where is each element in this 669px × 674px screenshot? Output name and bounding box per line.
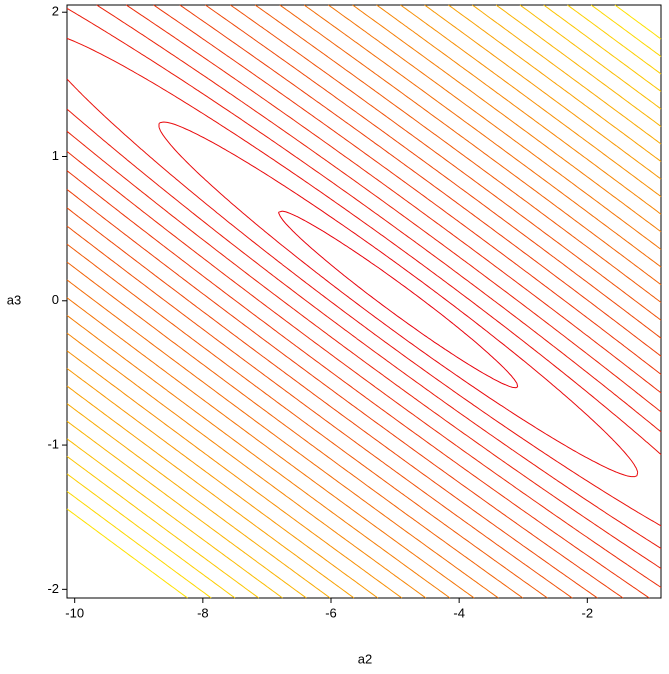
- contour-line: [66, 4, 662, 599]
- contour-line: [66, 4, 662, 599]
- contour-line: [66, 4, 662, 588]
- contour-line: [66, 4, 662, 599]
- y-tick-label: 2: [52, 4, 59, 19]
- x-tick-label: -2: [582, 605, 594, 620]
- y-tick-label: -1: [47, 436, 59, 451]
- contour-line: [278, 210, 519, 389]
- y-tick-label: -2: [47, 581, 59, 596]
- y-axis-label: a3: [7, 292, 21, 307]
- contour-line: [66, 4, 662, 599]
- contour-line: [66, 4, 662, 599]
- contour-line: [66, 4, 662, 599]
- contour-line: [66, 4, 662, 599]
- contour-line: [66, 4, 662, 599]
- contour-line: [66, 4, 662, 599]
- x-tick-label: -6: [325, 605, 337, 620]
- contour-line: [66, 37, 662, 527]
- contour-line: [66, 4, 662, 599]
- x-tick-label: -4: [453, 605, 465, 620]
- contour-line: [66, 4, 662, 599]
- contour-line: [66, 4, 662, 599]
- x-tick-label: -10: [65, 605, 84, 620]
- contour-line: [66, 4, 662, 599]
- plot-frame: [66, 4, 662, 599]
- contour-line: [158, 121, 639, 478]
- contour-line: [66, 4, 662, 599]
- contour-line: [66, 4, 662, 599]
- x-axis-label: a2: [358, 651, 372, 666]
- contour-line: [66, 4, 662, 599]
- contour-line: [66, 4, 662, 599]
- x-tick-label: -8: [197, 605, 209, 620]
- y-tick-label: 1: [52, 148, 59, 163]
- contour-line: [66, 4, 662, 569]
- contour-line: [66, 4, 662, 599]
- contour-line: [66, 7, 662, 549]
- contour-line: [66, 4, 662, 599]
- contour-line: [66, 4, 662, 599]
- y-tick-label: 0: [52, 292, 59, 307]
